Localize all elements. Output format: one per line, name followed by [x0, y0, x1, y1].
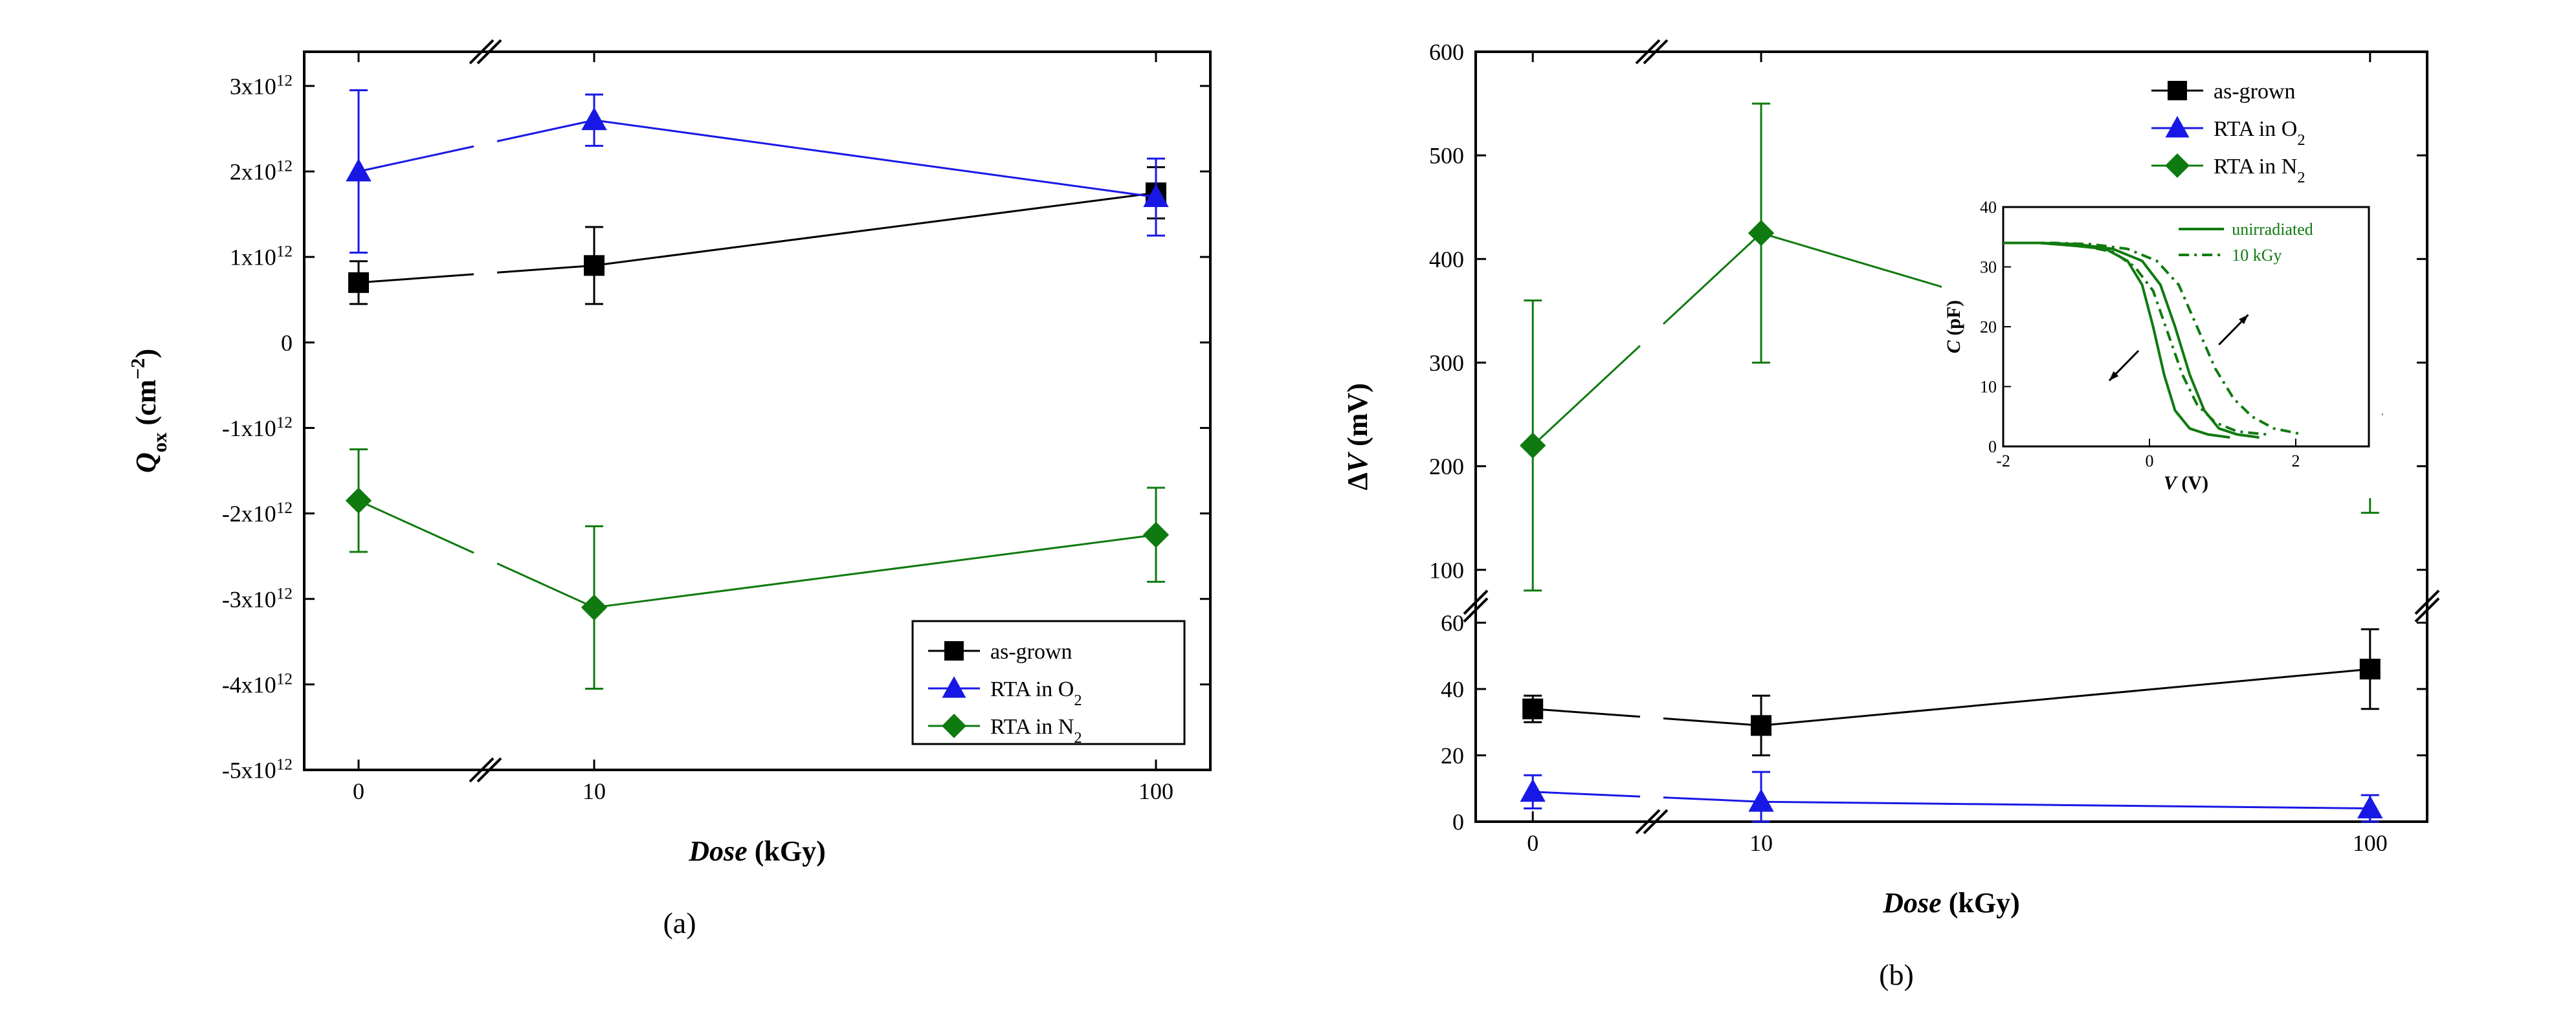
svg-text:30: 30: [1980, 258, 1997, 277]
panel-a: -5x1012 -4x1012 -3x1012 -2x1012 -1x1012 0 1x10…: [110, 26, 1249, 940]
svg-text:ΔV (mV): ΔV (mV): [1342, 383, 1373, 490]
svg-text:0: 0: [1452, 809, 1464, 835]
svg-text:-2: -2: [1996, 452, 2010, 470]
svg-text:Dose (kGy): Dose (kGy): [688, 835, 825, 867]
svg-text:RTA in O2: RTA in O2: [2214, 117, 2305, 149]
svg-text:-1x1012: -1x1012: [222, 414, 293, 442]
svg-text:Qox (cm−2): Qox (cm−2): [127, 349, 171, 473]
svg-text:10 kGy: 10 kGy: [2232, 246, 2282, 265]
svg-text:1x1012: 1x1012: [230, 243, 293, 270]
svg-text:2x1012: 2x1012: [230, 157, 293, 185]
svg-text:as-grown: as-grown: [990, 640, 1072, 664]
panel-b: 0204060100200300400500600010100ΔV (mV)Do…: [1327, 26, 2466, 992]
svg-text:60: 60: [1441, 610, 1464, 636]
svg-text:-5x1012: -5x1012: [222, 756, 293, 783]
panel-a-svg: -5x1012 -4x1012 -3x1012 -2x1012 -1x1012 0 1x10…: [110, 26, 1249, 899]
svg-text:600: 600: [1429, 39, 1464, 65]
figure-row: -5x1012 -4x1012 -3x1012 -2x1012 -1x1012 0 1x10…: [0, 0, 2576, 1005]
svg-text:20: 20: [1980, 318, 1997, 336]
svg-text:40: 40: [1441, 677, 1464, 703]
svg-text:20: 20: [1441, 743, 1464, 769]
svg-text:0: 0: [353, 778, 364, 804]
svg-text:500: 500: [1429, 143, 1464, 169]
svg-text:V (V): V (V): [2164, 472, 2208, 494]
svg-text:100: 100: [1138, 778, 1173, 804]
panel-b-svg: 0204060100200300400500600010100ΔV (mV)Do…: [1327, 26, 2466, 951]
svg-text:200: 200: [1429, 454, 1464, 479]
svg-text:-2x1012: -2x1012: [222, 499, 293, 527]
svg-text:RTA in N2: RTA in N2: [2214, 155, 2305, 186]
svg-text:-3x1012: -3x1012: [222, 585, 293, 613]
svg-text:10: 10: [1749, 830, 1773, 856]
svg-text:2: 2: [2292, 452, 2300, 470]
svg-text:10: 10: [1980, 378, 1997, 397]
svg-text:unirradiated: unirradiated: [2232, 220, 2313, 239]
svg-text:40: 40: [1980, 198, 1997, 217]
svg-text:0: 0: [2146, 452, 2154, 470]
svg-text:10: 10: [583, 778, 606, 804]
svg-text:as-grown: as-grown: [2214, 80, 2296, 104]
panel-b-label: (b): [1879, 958, 1914, 992]
svg-text:-4x1012: -4x1012: [222, 670, 293, 698]
svg-text:100: 100: [2353, 830, 2388, 856]
svg-text:C (pF): C (pF): [1943, 300, 1964, 354]
svg-text:3x1012: 3x1012: [230, 72, 293, 100]
svg-text:100: 100: [1429, 557, 1464, 583]
svg-text:0: 0: [281, 330, 293, 356]
svg-text:0: 0: [1527, 830, 1538, 856]
panel-a-label: (a): [663, 906, 696, 940]
svg-text:0: 0: [1988, 437, 1997, 456]
svg-text:400: 400: [1429, 247, 1464, 272]
svg-text:300: 300: [1429, 350, 1464, 376]
svg-text:Dose (kGy): Dose (kGy): [1882, 887, 2019, 919]
